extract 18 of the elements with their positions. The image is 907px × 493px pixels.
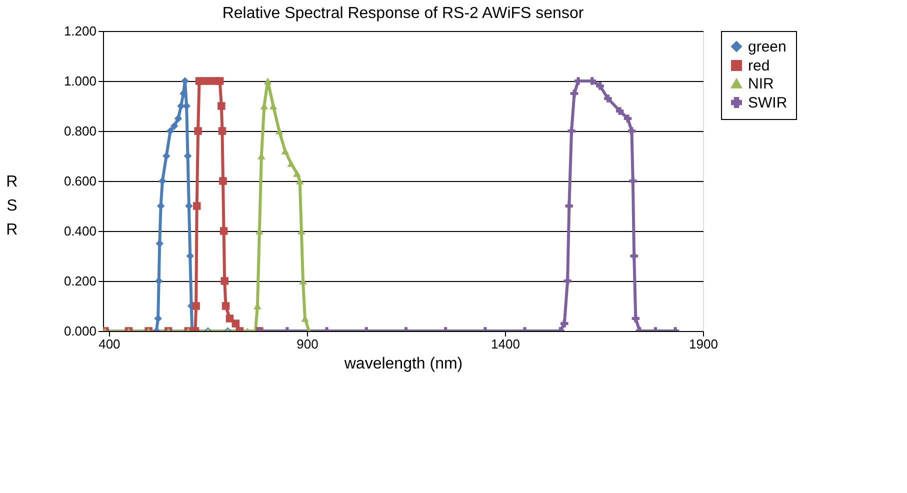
x-axis-title: wavelength (nm)	[343, 356, 463, 372]
y-tick-label: 0.600	[64, 174, 96, 188]
y-tick-label: 0.800	[64, 124, 96, 138]
y-tick-label: 1.200	[64, 24, 96, 38]
x-tick-label: 900	[296, 336, 318, 352]
legend-label: SWIR	[748, 94, 788, 112]
x-tick-label: 1400	[491, 336, 520, 352]
chart-title: Relative Spectral Response of RS-2 AWiFS sensor	[222, 5, 584, 22]
y-tick-label: 0.000	[64, 324, 96, 338]
legend-label: green	[748, 38, 786, 56]
y-tick-label: 0.200	[64, 274, 96, 288]
y-axis-title: RSR	[6, 174, 18, 238]
legend-label: NIR	[748, 76, 774, 92]
x-tick-label: 400	[98, 336, 120, 352]
y-tick-label: 0.400	[64, 224, 96, 238]
x-tick-label: 1900	[689, 336, 718, 352]
y-tick-label: 1.000	[64, 74, 96, 88]
legend-label: red	[748, 58, 770, 74]
